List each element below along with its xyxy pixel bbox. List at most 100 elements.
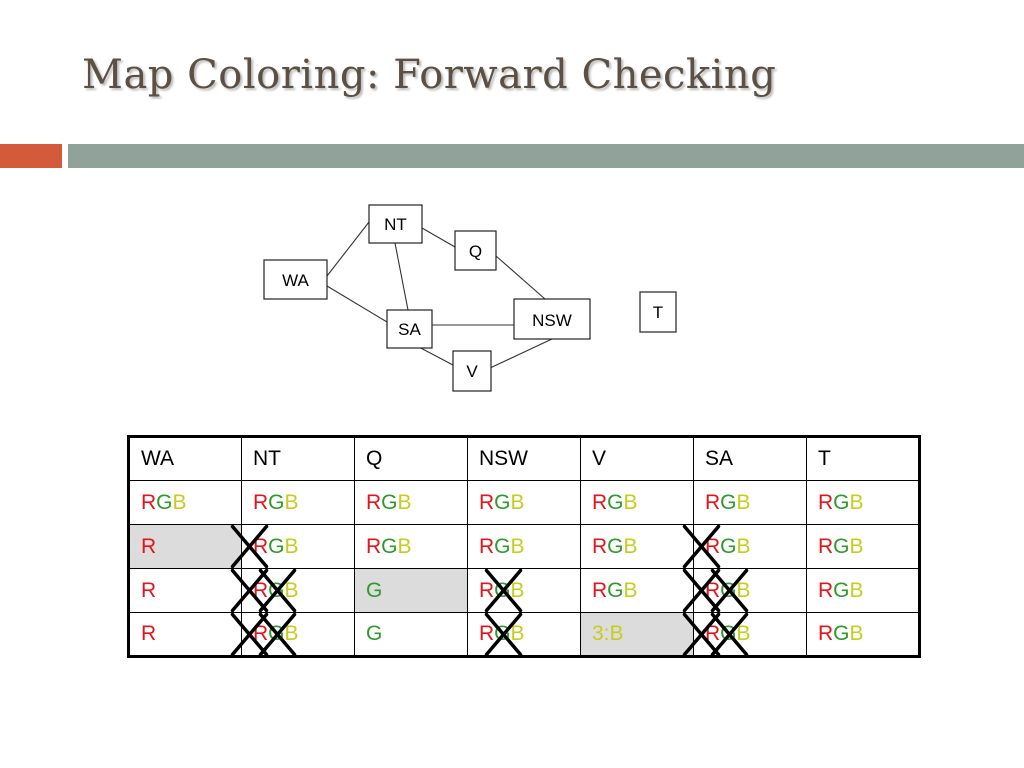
domain-value: R <box>705 622 721 645</box>
domain-value: B <box>736 534 751 558</box>
domain-value: G <box>607 534 624 558</box>
domain-value: G <box>494 490 511 514</box>
node-label-sa: SA <box>398 320 421 339</box>
node-label-nsw: NSW <box>532 311 572 330</box>
domain-value: B <box>623 490 638 514</box>
title-rule-accent <box>0 144 62 168</box>
domain-value: 3:B <box>592 622 624 645</box>
domain-cell: RGB <box>467 480 581 525</box>
header-cell: T <box>806 436 920 481</box>
domain-value: G <box>156 490 173 514</box>
domain-value: B <box>736 578 751 602</box>
domain-value: B <box>284 578 299 602</box>
domain-value: G <box>268 490 285 514</box>
edge-q-nsw <box>495 255 546 300</box>
graph-edges <box>326 221 553 369</box>
domain-cell: RGB <box>580 480 694 525</box>
domain-cell: RGB <box>806 480 920 525</box>
domain-value: R <box>818 578 834 602</box>
domain-cell: RGB <box>467 612 581 657</box>
node-label-q: Q <box>469 242 482 261</box>
domain-cell: RGB <box>467 568 581 613</box>
domain-cell: RGB <box>693 612 807 657</box>
domain-value: R <box>479 534 495 558</box>
domain-value: R <box>141 622 157 645</box>
domain-value: R <box>592 578 608 602</box>
node-label-nt: NT <box>384 215 407 234</box>
domain-value: R <box>479 622 495 645</box>
domain-value: G <box>833 578 850 602</box>
title-rule <box>68 144 1024 168</box>
graph-node-t: T <box>639 291 677 333</box>
domain-cell: RGB <box>806 612 920 657</box>
domain-value: G <box>833 490 850 514</box>
domain-value: R <box>253 534 269 558</box>
table-row: R RGB RGB RGB RGB RGB RGB <box>128 524 920 569</box>
domain-value: G <box>494 622 511 645</box>
domain-value: B <box>736 490 751 514</box>
domain-value: G <box>607 490 624 514</box>
domain-value: B <box>510 578 525 602</box>
constraint-graph: NT Q WA NSW SA V T <box>263 204 677 392</box>
domain-cell: RGB <box>241 612 355 657</box>
domain-value: R <box>141 534 157 558</box>
domain-value: R <box>479 578 495 602</box>
domain-value: G <box>720 534 737 558</box>
domain-value: R <box>141 490 157 514</box>
domain-value: B <box>284 534 299 558</box>
header-row: WA NT Q NSW V SA T <box>128 436 920 481</box>
domain-value: B <box>849 534 864 558</box>
edge-wa-sa <box>326 285 388 323</box>
domain-value: R <box>592 490 608 514</box>
domain-cell: G <box>354 568 468 613</box>
graph-node-q: Q <box>454 230 497 271</box>
domain-cell: R <box>128 524 242 569</box>
domain-value: G <box>833 622 850 645</box>
domain-cell: RGB <box>693 480 807 525</box>
domain-cell: RGB <box>241 524 355 569</box>
domain-value: R <box>479 490 495 514</box>
domain-value: R <box>705 534 721 558</box>
edge-v-nsw <box>489 338 553 369</box>
domain-value: B <box>284 622 299 645</box>
domain-cell: R <box>128 568 242 613</box>
domain-value: R <box>818 490 834 514</box>
domain-value: R <box>253 490 269 514</box>
domain-cell: G <box>354 612 468 657</box>
domain-value: B <box>284 490 299 514</box>
domain-value: G <box>607 578 624 602</box>
domain-value: B <box>849 490 864 514</box>
header-cell: Q <box>354 436 468 481</box>
domain-value: G <box>720 622 737 645</box>
graph-node-nt: NT <box>368 204 423 244</box>
domain-value: G <box>268 622 285 645</box>
domain-value: G <box>494 534 511 558</box>
header-cell: SA <box>693 436 807 481</box>
table-row: RGB RGB RGB RGB RGB RGB RGB <box>128 480 920 525</box>
domain-cell: RGB <box>241 480 355 525</box>
domain-cell: 3:B <box>580 612 694 657</box>
table-row: R RGB G RGB RGB RGB RGB <box>128 568 920 613</box>
domain-value: R <box>818 534 834 558</box>
domain-cell: RGB <box>354 480 468 525</box>
domain-value: B <box>623 578 638 602</box>
domain-cell: RGB <box>467 524 581 569</box>
domain-value: R <box>705 578 721 602</box>
domain-cell: RGB <box>580 568 694 613</box>
domain-cell: RGB <box>806 524 920 569</box>
domain-value: R <box>141 578 157 602</box>
domain-value: B <box>172 490 187 514</box>
domain-value: R <box>366 534 382 558</box>
edge-wa-nt <box>326 221 370 277</box>
domain-value: B <box>397 490 412 514</box>
domain-value: G <box>720 578 737 602</box>
domain-value: G <box>494 578 511 602</box>
domain-value: B <box>510 622 525 645</box>
graph-node-v: V <box>452 350 492 392</box>
header-cell: NSW <box>467 436 581 481</box>
edge-nt-q <box>421 227 456 248</box>
header-cell: V <box>580 436 694 481</box>
node-label-v: V <box>466 362 478 381</box>
domain-value: R <box>366 490 382 514</box>
domain-value: R <box>818 622 834 645</box>
